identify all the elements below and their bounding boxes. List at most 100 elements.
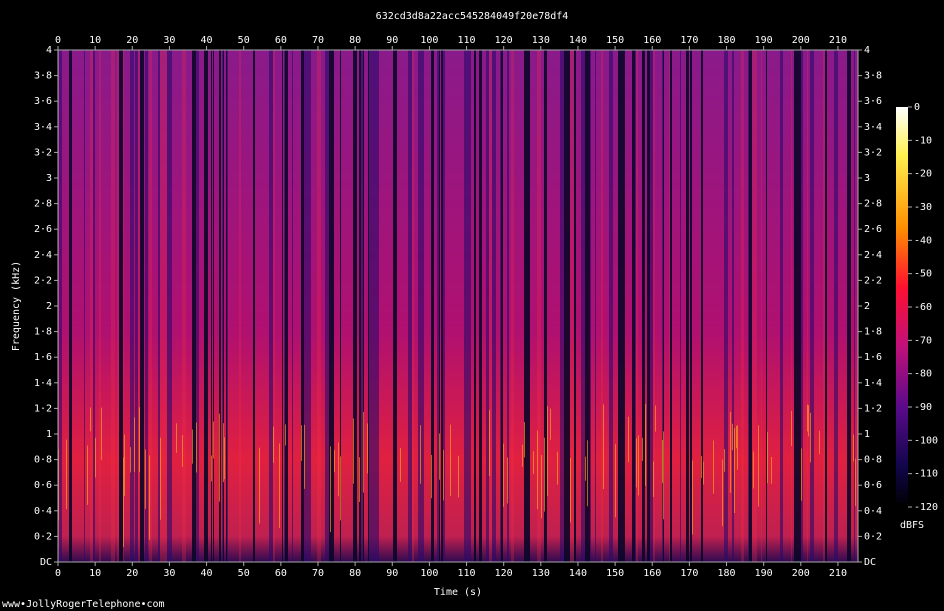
spectrogram-column	[500, 50, 501, 562]
spectrogram-column	[797, 50, 801, 562]
spectrogram-column	[69, 50, 72, 562]
x-tick-label: 210	[829, 35, 847, 46]
spectrogram-column	[636, 50, 638, 562]
spectrogram-energy	[101, 407, 102, 460]
spectrogram-energy	[524, 422, 525, 458]
spectrogram-column	[211, 50, 212, 562]
y-axis-label: Frequency (kHz)	[11, 261, 22, 351]
spectrogram-column	[439, 50, 440, 562]
spectrogram-column	[160, 50, 164, 562]
spectrogram-energy	[124, 434, 125, 497]
spectrogram-column	[307, 50, 311, 562]
spectrogram-column	[164, 50, 167, 562]
spectrogram-column	[139, 50, 140, 562]
spectrogram-column	[761, 50, 762, 562]
x-tick-label: 90	[386, 568, 398, 579]
spectrogram-column	[59, 50, 62, 562]
y-tick-label: 1·2	[34, 403, 52, 414]
spectrogram-energy	[285, 424, 286, 446]
spectrogram-column	[158, 50, 160, 562]
spectrogram-column	[632, 50, 635, 562]
spectrogram-energy	[304, 424, 305, 489]
y-tick-label: 2·8	[864, 199, 882, 210]
x-tick-label: 70	[312, 568, 324, 579]
spectrogram-energy	[420, 425, 421, 484]
spectrogram-column	[474, 50, 476, 562]
spectrogram-energy	[533, 451, 534, 474]
spectrogram-column	[213, 50, 214, 562]
spectrogram-energy	[655, 405, 656, 432]
spectrogram-column	[834, 50, 838, 562]
y-tick-label: 2	[864, 301, 870, 312]
spectrogram-column	[524, 50, 528, 562]
spectrogram-column	[847, 50, 851, 562]
spectrogram-column	[182, 50, 186, 562]
spectrogram-column	[537, 50, 541, 562]
spectrogram-energy	[853, 434, 854, 462]
y-tick-label: 1·8	[864, 327, 882, 338]
spectrogram-energy	[541, 455, 542, 519]
spectrogram-energy	[213, 421, 214, 459]
spectrogram-column	[507, 50, 509, 562]
y-tick-label: 0·4	[34, 506, 52, 517]
spectrogram-energy	[855, 458, 856, 507]
spectrogram-column	[301, 50, 304, 562]
spectrogram-energy	[703, 461, 704, 485]
spectrogram-energy	[219, 413, 220, 502]
spectrogram-column	[443, 50, 445, 562]
spectrogram-energy	[550, 408, 551, 440]
y-tick-label: 1·6	[34, 352, 52, 363]
x-tick-label: 200	[792, 35, 810, 46]
spectrogram-column	[170, 50, 172, 562]
spectrogram-column	[145, 50, 148, 562]
spectrogram-column	[393, 50, 397, 562]
colorbar-tick-label: -40	[914, 235, 932, 246]
colorbar-tick-label: -10	[914, 135, 932, 146]
x-tick-label: 140	[569, 568, 587, 579]
spectrogram-column	[479, 50, 482, 562]
x-tick-label: 110	[458, 35, 476, 46]
x-tick-label: 140	[569, 35, 587, 46]
y-tick-label: 1·4	[864, 378, 882, 389]
y-tick-label: 2·6	[864, 224, 882, 235]
spectrogram-column	[489, 50, 492, 562]
spectrogram-energy	[507, 457, 508, 504]
spectrogram-energy	[767, 431, 768, 484]
y-tick-label: 1·6	[864, 352, 882, 363]
x-tick-label: 60	[275, 568, 287, 579]
colorbar-tick-label: 0	[914, 102, 920, 113]
spectrogram-energy	[338, 442, 339, 497]
spectrogram-column	[560, 50, 564, 562]
spectrogram-column	[222, 50, 223, 562]
x-tick-label: 20	[126, 35, 138, 46]
spectrogram-column	[669, 50, 670, 562]
spectrogram-column	[431, 50, 434, 562]
spectrogram-energy	[810, 412, 811, 463]
spectrogram-column	[467, 50, 471, 562]
spectrogram-energy	[489, 410, 490, 476]
x-tick-label: 150	[606, 568, 624, 579]
spectrogram-energy	[353, 418, 354, 484]
spectrogram-column	[724, 50, 728, 562]
spectrogram-column	[791, 50, 792, 562]
spectrogram-column	[119, 50, 123, 562]
spectrogram-column	[574, 50, 576, 562]
spectrogram-energy	[653, 461, 654, 497]
spectrogram-energy	[279, 443, 280, 529]
x-tick-label: 10	[89, 35, 101, 46]
spectrogram-column	[192, 50, 196, 562]
spectrogram-column	[363, 50, 364, 562]
y-tick-label: 0·8	[864, 455, 882, 466]
spectrogram-energy	[450, 424, 451, 497]
x-tick-label: 180	[717, 568, 735, 579]
x-tick-label: 190	[755, 568, 773, 579]
x-tick-label: 130	[532, 568, 550, 579]
x-tick-label: 90	[386, 35, 398, 46]
spectrogram-column	[90, 50, 93, 562]
spectrogram-energy	[587, 440, 588, 507]
spectrogram-energy	[645, 403, 646, 486]
spectrogram-energy	[628, 416, 629, 463]
x-tick-label: 50	[238, 568, 250, 579]
spectrogram-energy	[724, 449, 725, 472]
spectrogram-energy	[66, 439, 67, 510]
